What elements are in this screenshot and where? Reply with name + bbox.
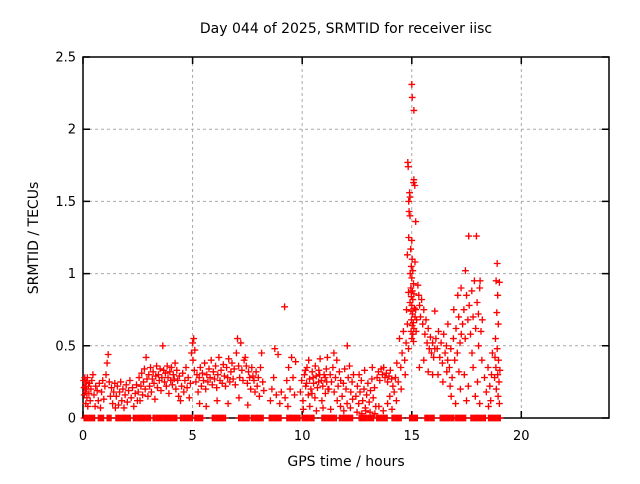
y-tick-label: 2.5: [55, 51, 76, 66]
axis-ticks: [82, 56, 609, 419]
x-tick-label: 5: [188, 429, 196, 444]
x-tick-label: 10: [294, 429, 311, 444]
x-tick-label: 20: [513, 429, 530, 444]
chart-title: Day 044 of 2025, SRMTID for receiver iis…: [200, 21, 492, 37]
x-tick-labels: 0 5 10 15 20: [79, 429, 530, 444]
tick-marks: [82, 56, 609, 419]
y-tick-label: 2: [68, 123, 76, 138]
y-tick-label: 0: [68, 412, 76, 427]
x-axis-label: GPS time / hours: [287, 454, 404, 470]
data-points: [80, 81, 504, 422]
x-tick-label: 0: [79, 429, 87, 444]
y-tick-labels: 0 0.5 1 1.5 2 2.5: [55, 51, 76, 427]
y-tick-label: 0.5: [55, 339, 76, 354]
y-tick-label: 1.5: [55, 195, 76, 210]
y-axis-label: SRMTID / TECUs: [26, 182, 42, 295]
x-tick-label: 15: [404, 429, 421, 444]
y-tick-label: 1: [68, 267, 76, 282]
